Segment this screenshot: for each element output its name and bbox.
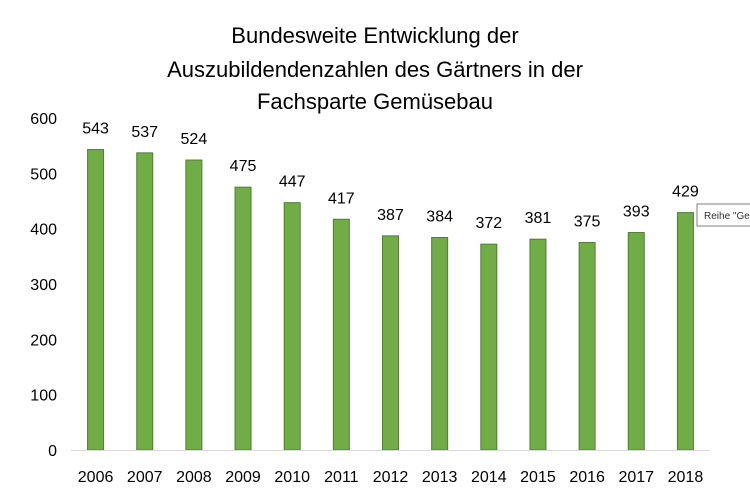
- data-label-2013: 384: [426, 209, 453, 226]
- data-label-2006: 543: [82, 121, 109, 138]
- data-label-2016: 375: [574, 214, 601, 231]
- data-labels: 543 537 524 475 447 417 387 384 372 381 375 393 429: [82, 121, 699, 233]
- bar-2011: [332, 218, 350, 451]
- y-tick-label: 500: [30, 166, 57, 183]
- tooltip-box: [696, 203, 750, 227]
- bar-2017: [627, 232, 645, 451]
- bar-2013: [431, 237, 449, 451]
- data-label-2011: 417: [328, 190, 355, 207]
- bar-2008: [185, 159, 203, 451]
- chart-title-line: Auszubildendenzahlen des Gärtners in der: [167, 57, 583, 82]
- bars: [87, 149, 694, 451]
- x-tick-label-2014: 2014: [471, 469, 507, 486]
- data-label-2018: 429: [672, 184, 699, 201]
- x-tick-label-2015: 2015: [520, 469, 556, 486]
- data-label-2017: 393: [623, 204, 650, 221]
- bar-2014: [480, 243, 498, 451]
- y-tick-label: 300: [30, 277, 57, 294]
- x-tick-label-2007: 2007: [127, 469, 163, 486]
- data-label-2008: 524: [181, 131, 208, 148]
- bar-2006: [87, 149, 105, 451]
- tooltip: Reihe "Ge: [696, 203, 750, 227]
- data-label-2010: 447: [279, 174, 306, 191]
- data-label-2007: 537: [131, 124, 158, 141]
- x-tick-label-2012: 2012: [373, 469, 409, 486]
- bar-2010: [283, 202, 301, 451]
- x-tick-label-2017: 2017: [618, 469, 654, 486]
- x-tick-label-2008: 2008: [176, 469, 212, 486]
- chart-title-line: Fachsparte Gemüsebau: [257, 89, 493, 114]
- bar-2009: [234, 186, 252, 451]
- x-tick-label-2018: 2018: [668, 469, 704, 486]
- bar-2012: [382, 235, 399, 451]
- y-tick-label: 400: [30, 222, 57, 239]
- data-label-2009: 475: [230, 158, 257, 175]
- y-tick-label: 200: [30, 332, 57, 349]
- data-label-2015: 381: [525, 210, 552, 227]
- data-label-2014: 372: [475, 215, 502, 232]
- bar-2018: [676, 212, 694, 451]
- y-tick-label: 600: [30, 111, 57, 128]
- x-tick-label-2010: 2010: [274, 469, 310, 486]
- x-tick-label-2009: 2009: [225, 469, 261, 486]
- y-tick-label: 100: [30, 388, 57, 405]
- chart-title: Bundesweite Entwicklung der Auszubildende…: [167, 23, 583, 114]
- data-label-2012: 387: [377, 207, 404, 224]
- y-axis: 0 100 200 300 400 500 600: [30, 111, 57, 460]
- x-axis: 2006 2007 2008 2009 2010 2011 2012 2013 2014 2015…: [71, 450, 710, 486]
- x-tick-label-2013: 2013: [422, 469, 458, 486]
- x-tick-label-2006: 2006: [78, 469, 114, 486]
- tooltip-text: Reihe "Ge: [704, 211, 750, 222]
- chart-title-line: Bundesweite Entwicklung der: [231, 23, 518, 48]
- bar-2015: [529, 238, 547, 451]
- x-tick-label-2011: 2011: [324, 469, 359, 486]
- y-tick-label: 0: [48, 443, 57, 460]
- bar-2016: [578, 242, 596, 451]
- x-tick-label-2016: 2016: [569, 469, 605, 486]
- bar-2007: [136, 152, 154, 451]
